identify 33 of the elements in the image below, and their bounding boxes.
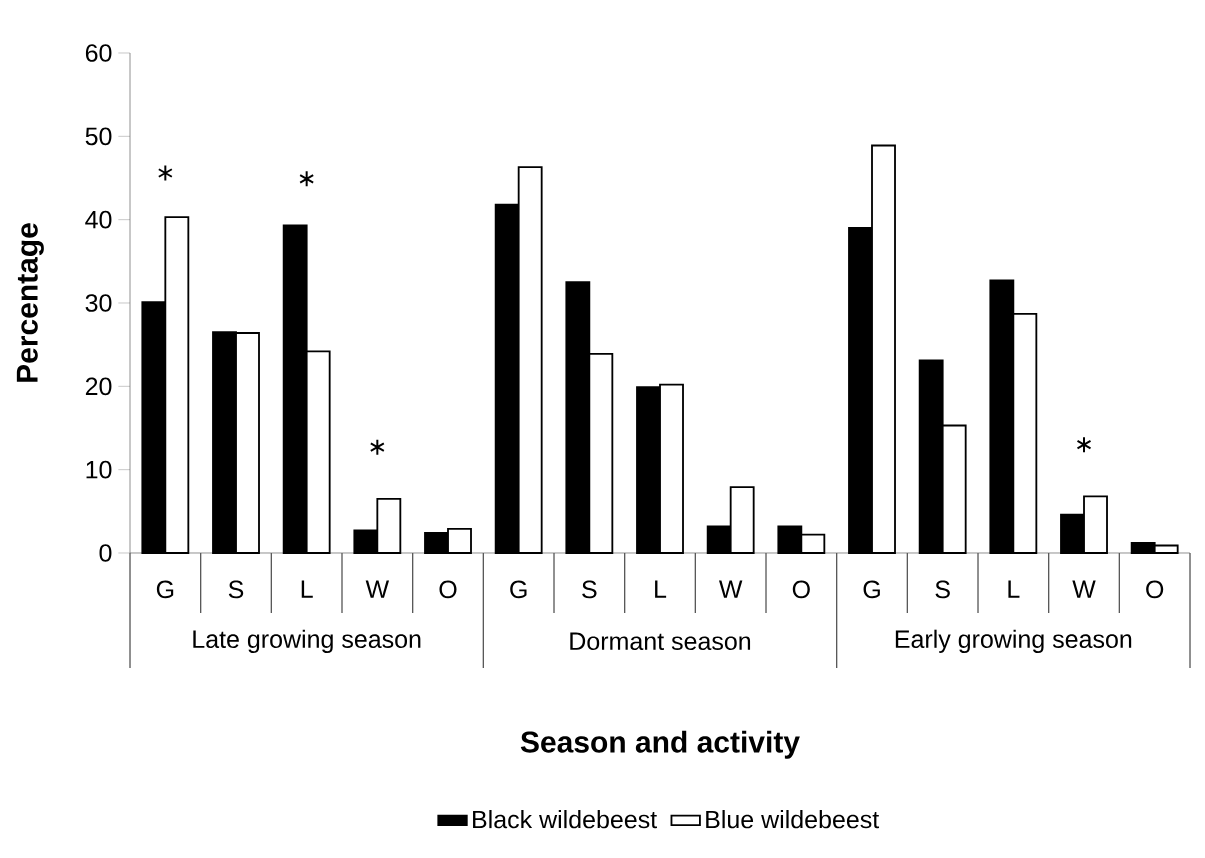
- y-tick-label: 10: [86, 460, 112, 479]
- legend-label: Blue wildebeest: [706, 810, 880, 829]
- text: Late growing season: [193, 629, 421, 653]
- x-tick-label: W: [718, 580, 743, 598]
- x-tick-label: S: [935, 580, 950, 599]
- x-tick-label: W: [365, 580, 390, 598]
- y-axis-title: Percentage: [16, 223, 44, 382]
- text: Dormant season: [570, 632, 751, 651]
- x-tick-label: G: [510, 580, 527, 599]
- text: Early growing season: [895, 629, 1132, 653]
- y-tick-label: 20: [85, 377, 112, 396]
- x-tick-label: O: [439, 580, 457, 599]
- x-tick-label: G: [156, 580, 174, 599]
- point: [299, 170, 315, 188]
- point: [369, 438, 385, 456]
- x-tick-label: G: [863, 580, 880, 599]
- x-tick-label: S: [228, 580, 244, 599]
- y-tick-label: 50: [85, 127, 112, 146]
- x-tick-label: S: [582, 580, 597, 599]
- x-tick-label: L: [301, 580, 313, 598]
- y-tick-label: 0: [99, 544, 112, 562]
- point: [1076, 436, 1092, 454]
- x-tick-label: W: [1072, 580, 1096, 598]
- y-tick-label: 40: [85, 210, 112, 229]
- x-tick-label: O: [792, 580, 810, 599]
- point: [157, 164, 173, 182]
- y-tick-label: 30: [85, 294, 112, 312]
- x-tick-label: L: [1008, 580, 1020, 598]
- x-tick-label: L: [655, 580, 667, 598]
- x-axis-title: Season and activity: [520, 730, 800, 759]
- y-tick-label: 60: [85, 44, 112, 62]
- legend-label: Black wildebeest: [473, 810, 657, 829]
- x-tick-label: O: [1146, 580, 1164, 599]
